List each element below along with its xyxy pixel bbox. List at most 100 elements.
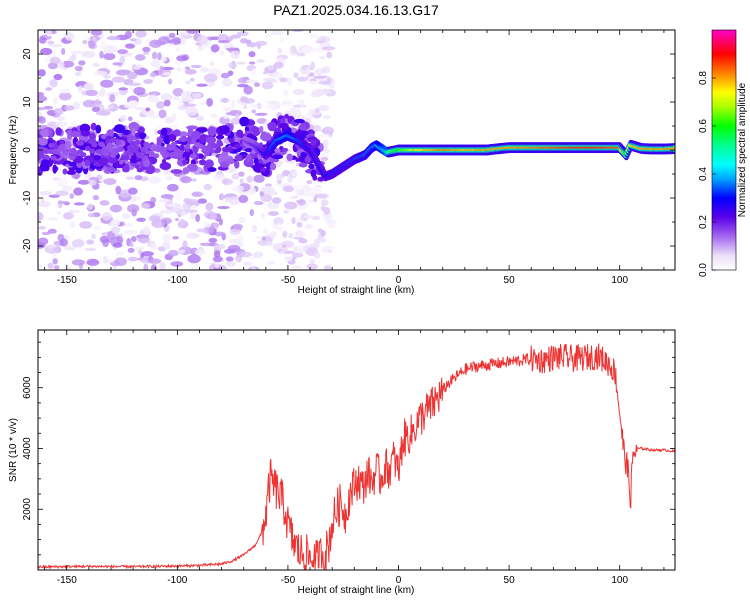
heatmap-cell [40, 47, 53, 56]
heatmap-cell [98, 157, 109, 167]
heatmap-cell [170, 169, 183, 174]
heatmap-cell [186, 135, 192, 144]
heatmap-cell [73, 187, 84, 196]
heatmap-cell [56, 116, 66, 121]
heatmap-cell [55, 127, 62, 136]
heatmap-cell [178, 249, 186, 254]
heatmap-cell [118, 221, 125, 227]
heatmap-cell [282, 230, 288, 238]
heatmap-cell [320, 156, 329, 162]
heatmap-cell [184, 209, 198, 213]
heatmap-cell [291, 216, 296, 225]
spectrogram-x-tick-label: -50 [281, 275, 296, 286]
heatmap-cell [38, 69, 46, 77]
heatmap-cell [230, 50, 240, 59]
heatmap-cell [38, 263, 43, 269]
heatmap-cell [125, 176, 135, 180]
heatmap-cell [218, 125, 230, 134]
heatmap-cell [88, 40, 96, 49]
heatmap-cell [213, 267, 221, 270]
heatmap-cell [103, 255, 108, 264]
heatmap-cell [197, 45, 204, 51]
heatmap-cell [184, 144, 191, 150]
heatmap-cell [107, 157, 118, 164]
heatmap-cell [210, 44, 220, 53]
spectrogram-x-tick-label: 100 [611, 275, 628, 286]
heatmap-cell [38, 225, 47, 230]
heatmap-cell [321, 46, 336, 51]
heatmap-cell [153, 153, 160, 159]
heatmap-cell [294, 118, 305, 124]
heatmap-cell [122, 213, 131, 219]
heatmap-cell [313, 240, 320, 249]
heatmap-cell [129, 85, 134, 92]
snr-line [38, 343, 675, 570]
heatmap-cell [284, 113, 289, 119]
heatmap-cell [112, 242, 123, 248]
spectrogram-x-tick-label: 50 [504, 275, 516, 286]
heatmap-cell [277, 248, 283, 253]
heatmap-cell [171, 112, 177, 122]
heatmap-cell [124, 30, 133, 39]
heatmap-cell [191, 178, 197, 182]
heatmap-cell [291, 252, 304, 258]
heatmap-cell [147, 258, 162, 264]
heatmap-cell [255, 40, 268, 46]
heatmap-cell [127, 134, 134, 144]
heatmap-cell [328, 84, 335, 89]
heatmap-cell [149, 243, 157, 250]
heatmap-cell [261, 81, 274, 90]
heatmap-cell [158, 109, 167, 119]
heatmap-cell [267, 64, 275, 71]
heatmap-cell [225, 111, 237, 116]
heatmap-cell [118, 87, 129, 91]
heatmap-cell [80, 152, 87, 158]
heatmap-cell [124, 43, 136, 49]
heatmap-cell [297, 205, 307, 210]
heatmap-cell [239, 251, 252, 258]
heatmap-cell [92, 62, 100, 67]
heatmap-cell [228, 137, 235, 143]
heatmap-cell [95, 149, 102, 155]
snr-x-axis: -150 -100 -50 0 50 100 [44, 330, 665, 586]
heatmap-cell [182, 202, 192, 212]
heatmap-cell [62, 185, 73, 192]
heatmap-cell [82, 39, 88, 45]
heatmap-cell [66, 170, 76, 175]
heatmap-cell [74, 72, 82, 77]
heatmap-cell [130, 236, 137, 243]
heatmap-cell [173, 129, 181, 137]
heatmap-cell [208, 213, 218, 220]
heatmap-cell [161, 146, 168, 152]
heatmap-cell [119, 55, 126, 65]
heatmap-cell [87, 203, 93, 211]
heatmap-cell [175, 47, 180, 52]
heatmap-cell [41, 231, 51, 236]
heatmap-cell [289, 49, 301, 56]
heatmap-cell [200, 67, 209, 73]
heatmap-cell [277, 222, 282, 230]
heatmap-cell [270, 231, 277, 238]
colorbar: 0.0 0.2 0.4 0.6 0.8 Normalized spectral ampl… [698, 29, 748, 277]
heatmap-cell [172, 236, 179, 240]
snr-panel: -150 -100 -50 0 50 100 2000 4000 6000 Height of… [8, 329, 676, 596]
heatmap-cell [191, 130, 201, 140]
heatmap-cell [196, 228, 209, 233]
figure-title: PAZ1.2025.034.16.13.G17 [273, 2, 439, 18]
heatmap-cell [168, 249, 179, 257]
heatmap-cell [231, 185, 244, 192]
heatmap-cell [52, 141, 58, 149]
heatmap-cell [180, 90, 194, 100]
heatmap-cell [159, 261, 166, 270]
heatmap-cell [106, 35, 121, 41]
heatmap-cell [55, 121, 68, 128]
heatmap-cell [313, 196, 318, 203]
heatmap-cell [277, 47, 283, 54]
heatmap-cell [47, 217, 59, 221]
heatmap-cell [308, 72, 315, 77]
heatmap-cell [143, 51, 150, 55]
heatmap-cell [49, 44, 63, 48]
heatmap-cell [162, 241, 171, 250]
spectrogram-y-tick-label: 0 [22, 147, 33, 153]
heatmap-cell [110, 226, 121, 234]
